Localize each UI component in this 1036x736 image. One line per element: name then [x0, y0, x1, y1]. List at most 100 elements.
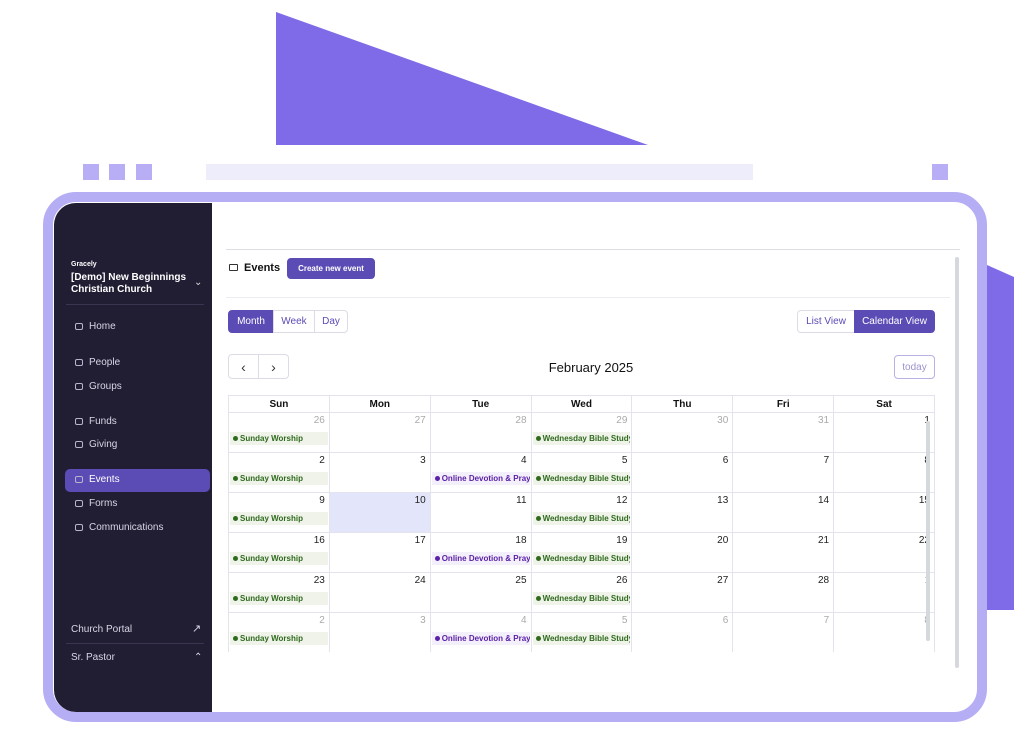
event[interactable]: Wednesday Bible Study — [532, 632, 631, 645]
day-cell[interactable]: 3 — [329, 453, 431, 493]
event[interactable]: Wednesday Bible Study — [532, 512, 631, 525]
day-cell[interactable]: 18 Online Devotion & Prayer — [430, 533, 532, 573]
day-cell[interactable]: 5 Wednesday Bible Study — [531, 453, 633, 493]
day-cell[interactable]: 20 — [632, 533, 734, 573]
day-cell[interactable]: 27 — [632, 573, 734, 613]
user-menu[interactable]: Sr. Pastor — [71, 652, 115, 663]
day-cell[interactable]: 17 — [329, 533, 431, 573]
day-cell[interactable]: 14 — [733, 493, 835, 533]
day-cell[interactable]: 26 Sunday Worship — [229, 413, 330, 453]
day-cell[interactable]: 10 — [329, 493, 431, 533]
day-cell[interactable]: 1 — [834, 413, 935, 453]
day-cell[interactable]: 25 — [430, 573, 532, 613]
day-number: 20 — [717, 535, 729, 546]
event-title: Sunday Worship — [240, 634, 303, 643]
day-cell[interactable]: 13 — [632, 493, 734, 533]
day-cell[interactable]: 22 — [834, 533, 935, 573]
view-button[interactable]: Month — [228, 310, 274, 333]
day-cell[interactable]: 2 Sunday Worship — [229, 613, 330, 652]
event-dot — [535, 476, 541, 482]
day-cell[interactable]: 29 Wednesday Bible Study — [531, 413, 633, 453]
day-cell[interactable]: 7 — [733, 453, 835, 493]
event[interactable]: Sunday Worship — [230, 552, 328, 565]
day-cell[interactable]: 28 — [733, 573, 835, 613]
day-cell[interactable]: 6 — [632, 613, 734, 652]
day-number: 27 — [414, 415, 426, 426]
nav-item[interactable]: Communications — [89, 522, 164, 533]
portal-link[interactable]: Church Portal — [71, 624, 133, 635]
prev-button[interactable]: ‹ — [228, 354, 259, 379]
event[interactable]: Wednesday Bible Study — [532, 432, 631, 445]
day-number: 22 — [918, 535, 930, 546]
chevron[interactable]: ⌄ — [194, 277, 203, 288]
event-dot — [233, 516, 238, 522]
day-number: 30 — [717, 415, 729, 426]
day-cell[interactable]: 7 — [733, 613, 835, 652]
event[interactable]: Sunday Worship — [230, 512, 328, 525]
day-cell[interactable]: 4 Online Devotion & Prayer — [430, 613, 532, 652]
event[interactable]: Sunday Worship — [230, 632, 328, 645]
view-button[interactable]: Week — [273, 310, 315, 333]
day-cell[interactable]: 8 — [834, 453, 935, 493]
event-title: Sunday Worship — [240, 594, 303, 603]
event[interactable]: Wednesday Bible Study — [532, 592, 631, 605]
nav-item[interactable]: Giving — [89, 439, 118, 450]
next-button[interactable]: › — [258, 354, 289, 379]
day-cell[interactable]: 2 Sunday Worship — [229, 453, 330, 493]
day-cell[interactable]: 1 — [834, 573, 935, 613]
event[interactable]: Online Devotion & Prayer — [431, 552, 530, 565]
day-cell[interactable]: 23 Sunday Worship — [229, 573, 330, 613]
weekday: Sun — [229, 396, 330, 413]
day-number: 7 — [823, 455, 830, 466]
event-title: Sunday Worship — [240, 514, 303, 523]
event[interactable]: Sunday Worship — [230, 472, 328, 485]
day-cell[interactable]: 28 — [430, 413, 532, 453]
day-cell[interactable]: 30 — [632, 413, 734, 453]
event[interactable]: Online Devotion & Prayer — [431, 632, 530, 645]
day-number: 3 — [420, 455, 426, 466]
scrollbar[interactable] — [926, 421, 930, 641]
org-name[interactable]: [Demo] New Beginnings Christian Church — [71, 272, 187, 295]
event[interactable]: Wednesday Bible Study — [532, 472, 631, 485]
day-cell[interactable]: 27 — [329, 413, 431, 453]
day-cell[interactable]: 16 Sunday Worship — [229, 533, 330, 573]
nav-item[interactable]: Funds — [89, 416, 117, 427]
mode-button[interactable]: Calendar View — [854, 310, 935, 333]
today-button[interactable]: today — [894, 355, 935, 379]
day-cell[interactable]: 9 Sunday Worship — [229, 493, 330, 533]
day-cell[interactable]: 8 — [834, 613, 935, 652]
day-cell[interactable]: 26 Wednesday Bible Study — [531, 573, 633, 613]
day-number: 14 — [818, 495, 830, 506]
event-title: Wednesday Bible Study — [542, 554, 631, 563]
day-cell[interactable]: 11 — [430, 493, 532, 533]
nav-active — [65, 469, 210, 492]
day-cell[interactable]: 5 Wednesday Bible Study — [531, 613, 633, 652]
event[interactable]: Online Devotion & Prayer — [431, 472, 530, 485]
day-cell[interactable]: 3 — [329, 613, 431, 652]
day-cell[interactable]: 6 — [632, 453, 734, 493]
mode-button[interactable]: List View — [797, 310, 855, 333]
day-cell[interactable]: 15 — [834, 493, 935, 533]
event[interactable]: Sunday Worship — [230, 432, 328, 445]
nav-item[interactable]: Forms — [89, 498, 118, 509]
divider — [66, 304, 204, 305]
day-cell[interactable]: 19 Wednesday Bible Study — [531, 533, 633, 573]
day-cell[interactable]: 21 — [733, 533, 835, 573]
nav-item[interactable]: People — [89, 357, 121, 368]
day-cell[interactable]: 4 Online Devotion & Prayer — [430, 453, 532, 493]
nav-item[interactable]: Groups — [89, 381, 122, 392]
view-button[interactable]: Day — [314, 310, 348, 333]
day-number: 11 — [516, 495, 527, 506]
nav-item[interactable]: Events — [89, 474, 120, 485]
event-dot — [434, 556, 440, 562]
day-cell[interactable]: 24 — [329, 573, 431, 613]
day-number: 15 — [918, 495, 930, 506]
event[interactable]: Wednesday Bible Study — [532, 552, 631, 565]
event[interactable]: Sunday Worship — [230, 592, 328, 605]
weekday: Sat — [834, 396, 935, 413]
day-cell[interactable]: 31 — [733, 413, 835, 453]
day-cell[interactable]: 12 Wednesday Bible Study — [531, 493, 633, 533]
scrollbar[interactable] — [955, 257, 959, 668]
create-button[interactable]: Create new event — [287, 258, 375, 279]
nav-item[interactable]: Home — [89, 321, 116, 332]
